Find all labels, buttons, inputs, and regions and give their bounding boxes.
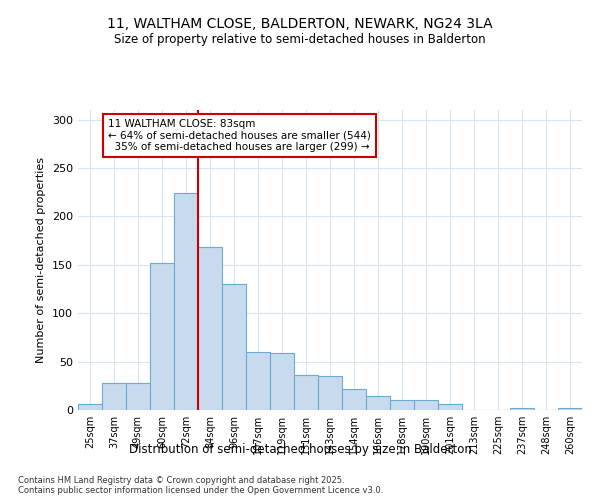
Bar <box>366 396 390 410</box>
Bar <box>390 400 414 410</box>
Bar <box>198 248 222 410</box>
Bar <box>270 353 294 410</box>
Bar <box>246 352 270 410</box>
Text: Contains HM Land Registry data © Crown copyright and database right 2025.
Contai: Contains HM Land Registry data © Crown c… <box>18 476 383 495</box>
Bar <box>102 383 126 410</box>
Bar <box>126 383 150 410</box>
Bar <box>174 193 198 410</box>
Text: Distribution of semi-detached houses by size in Balderton: Distribution of semi-detached houses by … <box>128 442 472 456</box>
Bar <box>294 375 318 410</box>
Y-axis label: Number of semi-detached properties: Number of semi-detached properties <box>37 157 46 363</box>
Bar <box>438 404 462 410</box>
Text: 11, WALTHAM CLOSE, BALDERTON, NEWARK, NG24 3LA: 11, WALTHAM CLOSE, BALDERTON, NEWARK, NG… <box>107 18 493 32</box>
Bar <box>558 408 582 410</box>
Text: 11 WALTHAM CLOSE: 83sqm
← 64% of semi-detached houses are smaller (544)
  35% of: 11 WALTHAM CLOSE: 83sqm ← 64% of semi-de… <box>108 119 371 152</box>
Bar <box>78 404 102 410</box>
Bar <box>510 408 534 410</box>
Bar <box>222 284 246 410</box>
Bar <box>318 376 342 410</box>
Bar <box>342 388 366 410</box>
Bar <box>414 400 438 410</box>
Text: Size of property relative to semi-detached houses in Balderton: Size of property relative to semi-detach… <box>114 32 486 46</box>
Bar <box>150 263 174 410</box>
